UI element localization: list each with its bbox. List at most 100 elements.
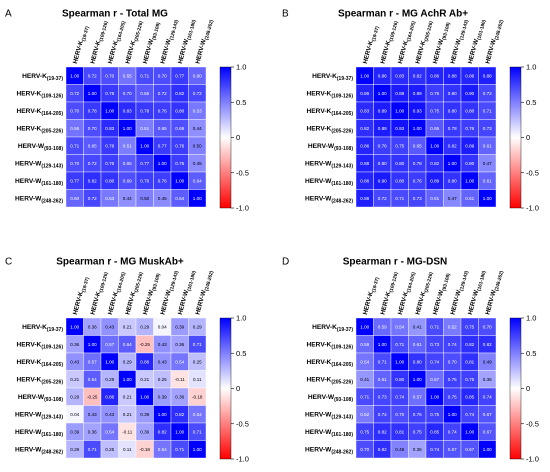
cell-value-label: 0.80 bbox=[395, 178, 404, 183]
cell-value-label: 0.89 bbox=[413, 91, 422, 96]
cell-value-label: 1.00 bbox=[378, 342, 387, 347]
column-label-main: HERV-W bbox=[484, 38, 497, 64]
cell-value-label: 0.74 bbox=[465, 412, 474, 417]
cell-value-label: 0.43 bbox=[158, 359, 167, 364]
row-label: HERV-W(161-180) bbox=[305, 178, 353, 187]
cell-value-label: 0.61 bbox=[413, 342, 422, 347]
column-label-main: HERV-K bbox=[124, 39, 137, 64]
cell-value-label: 0.71 bbox=[430, 324, 439, 329]
cell-value-label: 0.75 bbox=[413, 429, 422, 434]
column-label-sub: (161-180) bbox=[186, 270, 197, 292]
cell-value-label: 0.78 bbox=[105, 91, 114, 96]
row-label-main: HERV-W bbox=[308, 394, 335, 401]
cell-value-label: 0.52 bbox=[360, 412, 369, 417]
cell-value-label: 1.00 bbox=[378, 91, 387, 96]
column-label: HERV-K(109-126) bbox=[89, 19, 109, 65]
cell-value-label: 0.82 bbox=[448, 143, 457, 148]
colorbar-tick-label: -0.5 bbox=[526, 419, 539, 428]
cell-value-label: 0.76 bbox=[413, 178, 422, 183]
cell-value-label: 0.44 bbox=[193, 126, 202, 131]
cell-value-label: 0.71 bbox=[483, 108, 492, 113]
cell-value-label: 0.85 bbox=[430, 429, 439, 434]
column-label-main: HERV-K bbox=[72, 290, 85, 315]
cell-value-label: 0.89 bbox=[395, 91, 404, 96]
column-label: HERV-W(248-262) bbox=[194, 269, 215, 316]
cell-value-label: 1.00 bbox=[483, 447, 492, 452]
cell-value-label: 0.36 bbox=[175, 342, 184, 347]
column-label-main: HERV-W bbox=[159, 38, 172, 64]
cell-value-label: 0.57 bbox=[88, 359, 97, 364]
row-label: HERV-W(161-180) bbox=[305, 429, 353, 438]
row-label-sub: (164-205) bbox=[331, 111, 353, 117]
cell-value-label: 0.89 bbox=[378, 126, 387, 131]
column-label: HERV-K(164-205) bbox=[397, 270, 417, 316]
cell-value-label: 0.49 bbox=[395, 447, 404, 452]
row-label-sub: (161-180) bbox=[331, 181, 353, 187]
row-label-main: HERV-K bbox=[17, 341, 42, 348]
cell-value-label: 1.00 bbox=[158, 161, 167, 166]
cell-value-label: 0.69 bbox=[175, 126, 184, 131]
cell-value-label: 0.86 bbox=[140, 359, 149, 364]
row-label-sub: (164-205) bbox=[331, 362, 353, 368]
cell-value-label: 0.76 bbox=[158, 108, 167, 113]
panel-label: A bbox=[5, 8, 12, 19]
row-label-main: HERV-K bbox=[307, 376, 332, 383]
row-label-main: HERV-W bbox=[15, 178, 42, 185]
cell-value-label: 1.00 bbox=[175, 178, 184, 183]
cell-value-label: 0.73 bbox=[430, 342, 439, 347]
cell-value-label: 0.57 bbox=[430, 377, 439, 382]
row-label-sub: (19-37) bbox=[47, 327, 63, 333]
column-label: HERV-W(248-262) bbox=[194, 18, 215, 65]
cell-value-label: 0.36 bbox=[413, 447, 422, 452]
column-label-sub: (93-108) bbox=[441, 21, 452, 40]
cell-value-label: 0.25 bbox=[105, 447, 114, 452]
colorbar-tick-label: -0.5 bbox=[236, 168, 249, 177]
row-label: HERV-W(161-180) bbox=[15, 429, 63, 438]
cell-value-label: 0.52 bbox=[448, 324, 457, 329]
cell-value-label: 0.54 bbox=[395, 324, 404, 329]
row-label: HERV-W(93-108) bbox=[18, 394, 63, 403]
cell-value-label: 0.55 bbox=[70, 126, 79, 131]
heatmap-panel-b: B Spearman r - MG AchR Ab+HERV-K(19-37)HE… bbox=[282, 8, 539, 212]
cell-value-label: 0.61 bbox=[465, 196, 474, 201]
cell-value-label: 0.75 bbox=[430, 412, 439, 417]
column-label-sub: (109-126) bbox=[98, 20, 109, 42]
cell-value-label: 0.76 bbox=[105, 161, 114, 166]
column-label-sub: (161-180) bbox=[476, 19, 487, 41]
panel-label: C bbox=[5, 256, 12, 267]
cell-value-label: 0.29 bbox=[70, 447, 79, 452]
heatmap-cell bbox=[188, 440, 207, 459]
row-label-main: HERV-K bbox=[307, 90, 332, 97]
colorbar bbox=[509, 317, 522, 460]
column-label-main: HERV-W bbox=[177, 289, 190, 315]
cell-value-label: 0.61 bbox=[483, 178, 492, 183]
cell-value-label: 0.88 bbox=[360, 196, 369, 201]
column-label: HERV-K(205-226) bbox=[414, 270, 434, 316]
row-label: HERV-K(164-205) bbox=[307, 108, 354, 117]
row-label-sub: (205-226) bbox=[331, 379, 353, 385]
cell-value-label: 0.49 bbox=[483, 359, 492, 364]
colorbar-tick-label: -1.0 bbox=[236, 455, 249, 464]
cell-value-label: 0.82 bbox=[175, 91, 184, 96]
colorbar-tick-label: 0.5 bbox=[526, 98, 536, 107]
row-label-sub: (161-180) bbox=[41, 432, 63, 438]
cell-value-label: 0.47 bbox=[483, 161, 492, 166]
row-label-main: HERV-W bbox=[305, 195, 332, 202]
cell-value-label: 0.50 bbox=[140, 196, 149, 201]
row-label-main: HERV-K bbox=[22, 73, 47, 80]
row-label-main: HERV-W bbox=[18, 143, 45, 150]
row-label-sub: (93-108) bbox=[44, 397, 63, 403]
cell-value-label: 0.65 bbox=[140, 91, 149, 96]
cell-value-label: 0.72 bbox=[158, 91, 167, 96]
cell-value-label: 0.71 bbox=[378, 359, 387, 364]
row-label-main: HERV-K bbox=[17, 108, 42, 115]
row-label-sub: (93-108) bbox=[44, 146, 63, 152]
cell-value-label: 0.29 bbox=[140, 324, 149, 329]
colorbar-tick-label: 0 bbox=[526, 384, 530, 393]
cell-value-label: 0.93 bbox=[395, 126, 404, 131]
cell-value-label: 0.80 bbox=[448, 91, 457, 96]
row-label-sub: (205-226) bbox=[41, 379, 63, 385]
cell-value-label: 0.51 bbox=[140, 126, 149, 131]
row-label-sub: (248-262) bbox=[331, 449, 353, 455]
cell-value-label: 0.86 bbox=[360, 178, 369, 183]
